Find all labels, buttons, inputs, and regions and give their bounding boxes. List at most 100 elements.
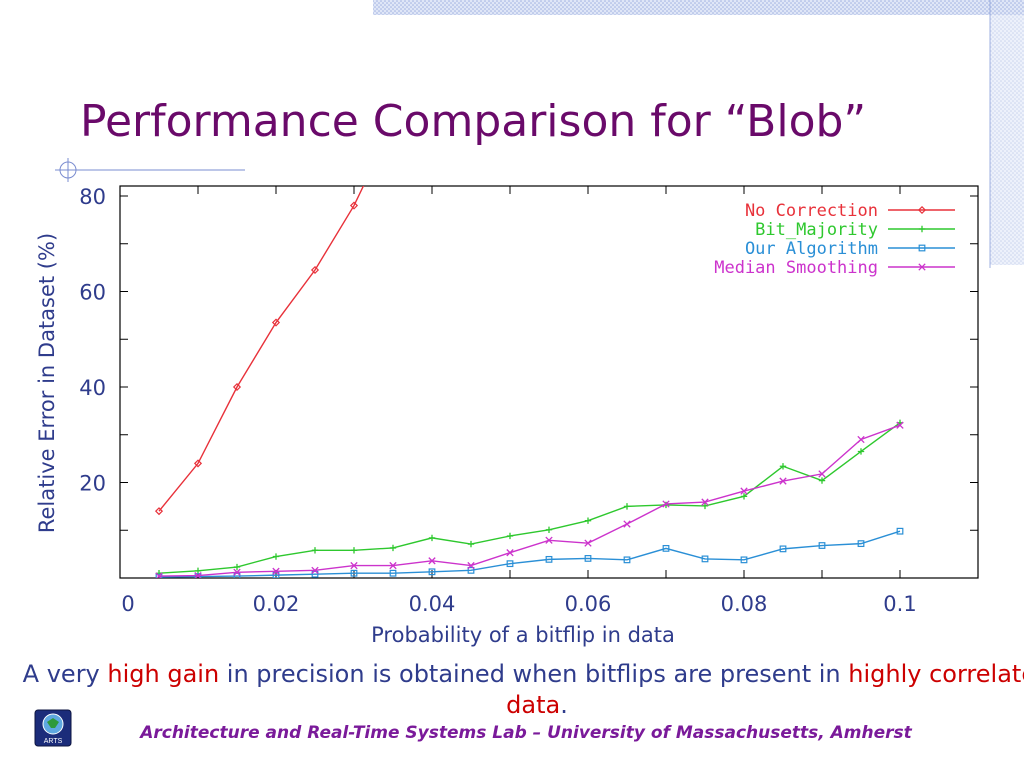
data-point <box>545 536 553 544</box>
legend-label: Bit_Majority <box>755 220 878 240</box>
data-point <box>311 570 319 578</box>
caption-text-3: . <box>560 691 568 719</box>
data-point <box>155 573 163 578</box>
data-point <box>740 556 748 564</box>
x-axis-label: Probability of a bitflip in data <box>371 623 675 647</box>
data-point <box>428 534 436 542</box>
data-point <box>233 568 241 576</box>
data-point <box>271 318 281 327</box>
x-tick-label: 0 <box>121 592 134 616</box>
x-tick-label: 0.02 <box>253 592 300 616</box>
data-point <box>623 503 631 510</box>
data-point <box>389 561 397 570</box>
series-bit-majority <box>155 419 904 577</box>
data-point <box>467 540 475 548</box>
data-point <box>506 549 514 557</box>
data-point <box>350 547 358 554</box>
right-pattern-strip <box>990 0 1024 265</box>
legend-label: No Correction <box>745 201 878 221</box>
slide-caption: A very high gain in precision is obtaine… <box>0 659 1024 721</box>
data-point <box>918 225 926 233</box>
data-point <box>545 526 553 533</box>
data-point <box>896 527 904 535</box>
arts-logo: ARTS <box>34 709 72 747</box>
legend-label: Our Algorithm <box>745 239 878 259</box>
data-point <box>662 500 670 508</box>
series-no-correction <box>154 121 396 516</box>
data-point <box>467 566 475 574</box>
data-point <box>584 517 592 524</box>
data-point <box>233 563 241 571</box>
data-point <box>818 477 826 484</box>
data-point <box>701 498 709 506</box>
data-point <box>194 567 202 575</box>
data-point <box>233 572 241 578</box>
slide-footer: Architecture and Real-Time Systems Lab –… <box>140 723 912 743</box>
data-point <box>272 553 280 560</box>
series-median-smoothing <box>155 421 904 578</box>
slide-title: Performance Comparison for “Blob” <box>80 96 867 147</box>
data-point <box>740 493 748 500</box>
data-point <box>349 201 359 210</box>
series-line <box>158 186 365 512</box>
data-point <box>389 544 397 552</box>
data-point <box>818 542 826 549</box>
legend-label: Median Smoothing <box>714 258 878 278</box>
logo-text: ARTS <box>44 738 63 745</box>
data-point <box>701 502 709 510</box>
y-axis-label: Relative Error in Dataset (%) <box>35 232 59 534</box>
data-point <box>857 540 865 548</box>
data-point <box>467 561 475 570</box>
data-point <box>779 545 787 553</box>
data-point <box>350 561 358 570</box>
data-point <box>506 532 514 540</box>
data-point <box>857 435 865 444</box>
x-tick-label: 0.08 <box>721 592 768 616</box>
data-point <box>232 382 242 392</box>
data-point <box>740 487 748 495</box>
data-point <box>428 568 436 576</box>
data-point <box>194 571 202 578</box>
x-tick-label: 0.04 <box>409 592 456 616</box>
data-point <box>154 507 164 516</box>
data-point <box>662 544 670 552</box>
data-point <box>193 459 203 468</box>
caption-highlight-1: high gain <box>107 660 220 688</box>
series-line <box>158 422 901 574</box>
data-point <box>918 263 926 271</box>
data-point <box>155 572 163 578</box>
data-point <box>311 566 319 575</box>
data-point <box>818 470 826 478</box>
caption-highlight-2: highly correlated data <box>506 660 1024 719</box>
data-point <box>896 421 904 429</box>
data-point <box>545 555 553 563</box>
data-point <box>584 555 592 562</box>
data-point <box>779 463 787 470</box>
data-point <box>428 557 436 565</box>
y-tick-label: 20 <box>79 472 106 496</box>
data-point <box>506 560 514 568</box>
y-tick-label: 40 <box>79 376 106 400</box>
data-point <box>350 569 358 577</box>
data-point <box>623 556 631 564</box>
caption-text-2: in precision is obtained when bitflips a… <box>219 660 849 688</box>
caption-text-1: A very <box>22 660 108 688</box>
data-point <box>311 547 319 554</box>
y-tick-label: 80 <box>79 185 106 209</box>
y-tick-label: 60 <box>79 281 106 305</box>
data-point <box>779 477 787 485</box>
data-point <box>918 244 926 252</box>
data-point <box>623 520 631 528</box>
data-point <box>310 265 320 275</box>
data-point <box>390 121 396 127</box>
data-point <box>917 205 927 215</box>
series-line <box>158 530 901 578</box>
series-our-algorithm <box>155 527 904 578</box>
data-point <box>701 555 709 563</box>
data-point <box>857 448 865 455</box>
data-point <box>389 569 397 577</box>
x-tick-label: 0.06 <box>565 592 612 616</box>
series-line <box>158 424 901 577</box>
